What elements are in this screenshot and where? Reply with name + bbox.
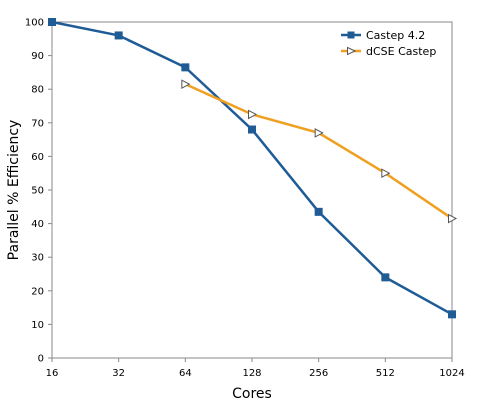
x-tick-label-256: 256 bbox=[309, 368, 328, 379]
data-point-dcse-castep-512 bbox=[381, 168, 391, 179]
series-layer bbox=[48, 18, 458, 319]
x-tick-label-16: 16 bbox=[46, 368, 59, 379]
x-tick-label-64: 64 bbox=[179, 368, 192, 379]
legend-label-castep-4-2: Castep 4.2 bbox=[366, 29, 425, 42]
y-tick-label-60: 60 bbox=[31, 152, 44, 163]
data-point-castep-4-2-32 bbox=[114, 31, 123, 40]
data-point-castep-4-2-16 bbox=[48, 18, 56, 26]
x-tick-label-128: 128 bbox=[242, 368, 261, 379]
plot-area bbox=[51, 21, 453, 359]
y-tick-label-100: 100 bbox=[25, 18, 44, 29]
data-point-castep-4-2-64 bbox=[181, 63, 190, 72]
x-tick-label-1024: 1024 bbox=[439, 368, 464, 379]
legend-item-castep-4-2: Castep 4.2 bbox=[341, 29, 425, 42]
y-tick-label-80: 80 bbox=[31, 85, 44, 96]
data-point-dcse-castep-128 bbox=[248, 109, 258, 120]
plot-frame bbox=[51, 21, 453, 359]
data-point-castep-4-2-512 bbox=[381, 273, 390, 282]
data-point-castep-4-2-128 bbox=[248, 125, 256, 134]
series-line-castep-4-2 bbox=[51, 20, 453, 316]
data-point-dcse-castep-256 bbox=[314, 128, 324, 138]
x-tick-label-512: 512 bbox=[376, 368, 395, 379]
y-tick-label-10: 10 bbox=[31, 320, 44, 331]
legend-marker-dcse-castep bbox=[347, 46, 357, 56]
x-tick-label-32: 32 bbox=[112, 368, 125, 379]
legend-marker-castep-4-2 bbox=[347, 31, 355, 39]
y-tick-label-40: 40 bbox=[31, 219, 44, 230]
y-tick-label-70: 70 bbox=[31, 118, 44, 129]
legend-item-dcse-castep: dCSE Castep bbox=[341, 45, 436, 58]
y-tick-label-90: 90 bbox=[31, 51, 44, 62]
legend: Castep 4.2 dCSE Castep bbox=[341, 29, 436, 58]
data-point-castep-4-2-1024 bbox=[448, 310, 456, 319]
y-axis-ticks: 0 10 20 30 40 50 60 70 80 90 100 bbox=[25, 18, 52, 365]
y-tick-label-0: 0 bbox=[38, 354, 44, 365]
data-point-dcse-castep-1024 bbox=[448, 213, 458, 224]
y-tick-label-30: 30 bbox=[31, 253, 44, 264]
x-axis-title: Cores bbox=[232, 386, 272, 402]
legend-label-dcse-castep: dCSE Castep bbox=[366, 45, 436, 58]
x-axis-ticks: 16 32 64 128 256 512 1024 bbox=[46, 358, 465, 379]
y-tick-label-20: 20 bbox=[31, 286, 44, 297]
data-point-dcse-castep-64 bbox=[181, 79, 191, 89]
y-tick-label-50: 50 bbox=[31, 186, 44, 197]
y-axis-title: Parallel % Efficiency bbox=[6, 120, 22, 261]
data-point-castep-4-2-256 bbox=[314, 207, 323, 216]
